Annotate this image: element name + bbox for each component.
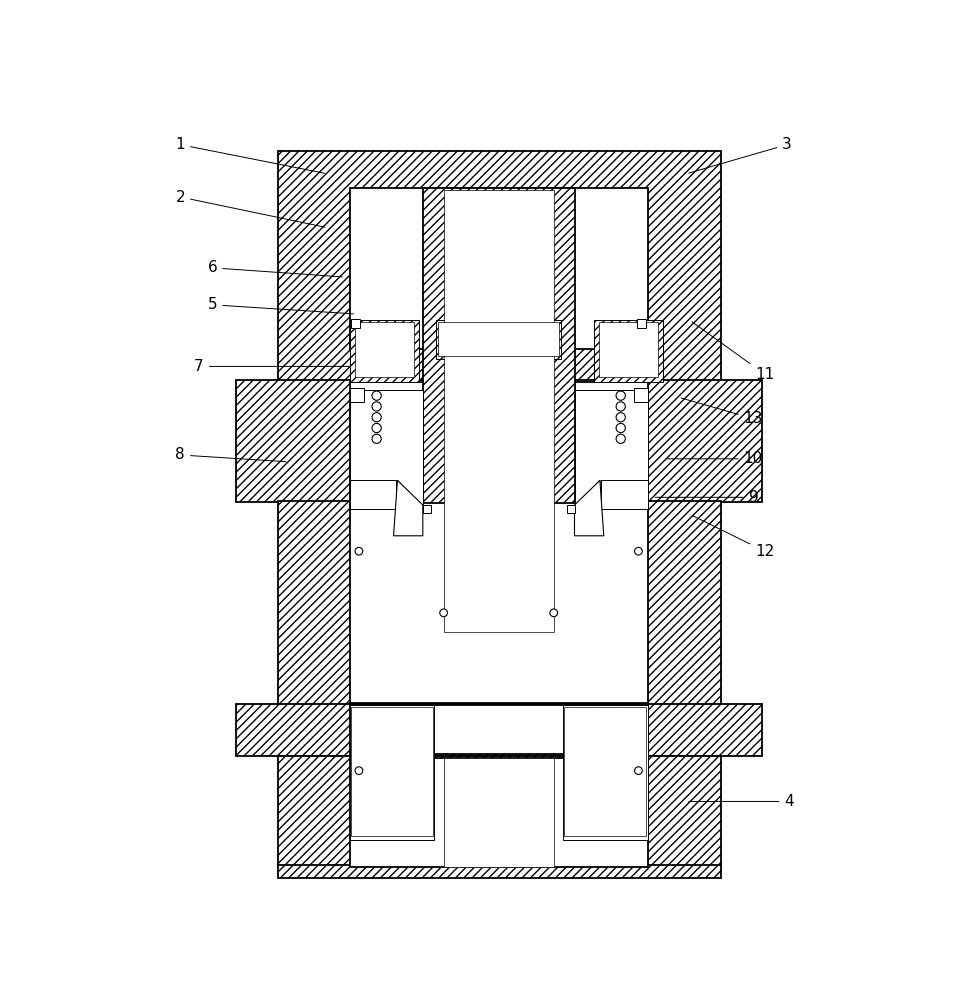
Bar (351, 319, 360, 328)
Bar (423, 188, 574, 634)
Circle shape (616, 423, 626, 433)
Bar (574, 389, 648, 509)
Text: 4: 4 (689, 794, 794, 809)
Bar (349, 705, 434, 840)
Text: 3: 3 (689, 137, 792, 173)
Bar (355, 322, 414, 377)
Bar (444, 190, 554, 632)
Bar (278, 151, 721, 382)
Bar (235, 704, 762, 756)
Circle shape (616, 413, 626, 422)
Bar (563, 705, 648, 840)
Bar (567, 505, 574, 513)
Circle shape (372, 434, 381, 443)
Text: 1: 1 (175, 137, 325, 173)
Text: 8: 8 (175, 447, 286, 462)
Circle shape (616, 434, 626, 443)
Text: 10: 10 (667, 451, 763, 466)
Bar (349, 320, 419, 382)
Bar (278, 865, 721, 878)
Bar (594, 320, 663, 382)
Bar (564, 707, 646, 836)
Bar (444, 758, 554, 867)
Text: 5: 5 (207, 297, 353, 314)
Bar (349, 705, 648, 754)
Circle shape (616, 402, 626, 411)
Circle shape (616, 391, 626, 400)
Bar (349, 503, 648, 703)
Bar (438, 322, 559, 356)
Circle shape (372, 423, 381, 433)
Circle shape (372, 402, 381, 411)
Bar (423, 505, 430, 513)
Bar (349, 389, 423, 509)
Polygon shape (397, 480, 423, 536)
Circle shape (634, 767, 642, 774)
Polygon shape (393, 480, 423, 536)
Bar (599, 322, 658, 377)
Bar (637, 319, 646, 328)
Bar (349, 388, 364, 402)
Bar (349, 382, 648, 500)
Bar (601, 480, 648, 509)
Bar (278, 501, 721, 705)
Bar (436, 320, 561, 359)
Polygon shape (574, 480, 600, 536)
Text: 7: 7 (195, 359, 353, 374)
Polygon shape (574, 480, 604, 536)
Circle shape (440, 609, 448, 617)
Circle shape (550, 609, 558, 617)
Bar (351, 707, 433, 836)
Text: 9: 9 (655, 490, 758, 505)
Circle shape (634, 547, 642, 555)
Bar (349, 188, 648, 349)
Circle shape (355, 767, 363, 774)
Text: 11: 11 (692, 322, 775, 382)
Bar (349, 758, 648, 867)
Circle shape (355, 547, 363, 555)
Bar (349, 480, 396, 509)
Text: 6: 6 (207, 260, 342, 277)
Circle shape (372, 413, 381, 422)
Text: 2: 2 (175, 190, 325, 227)
Bar (633, 388, 648, 402)
Text: 12: 12 (692, 515, 775, 559)
Bar (235, 380, 762, 502)
Text: 13: 13 (681, 398, 763, 426)
Circle shape (372, 391, 381, 400)
Bar (278, 756, 721, 868)
